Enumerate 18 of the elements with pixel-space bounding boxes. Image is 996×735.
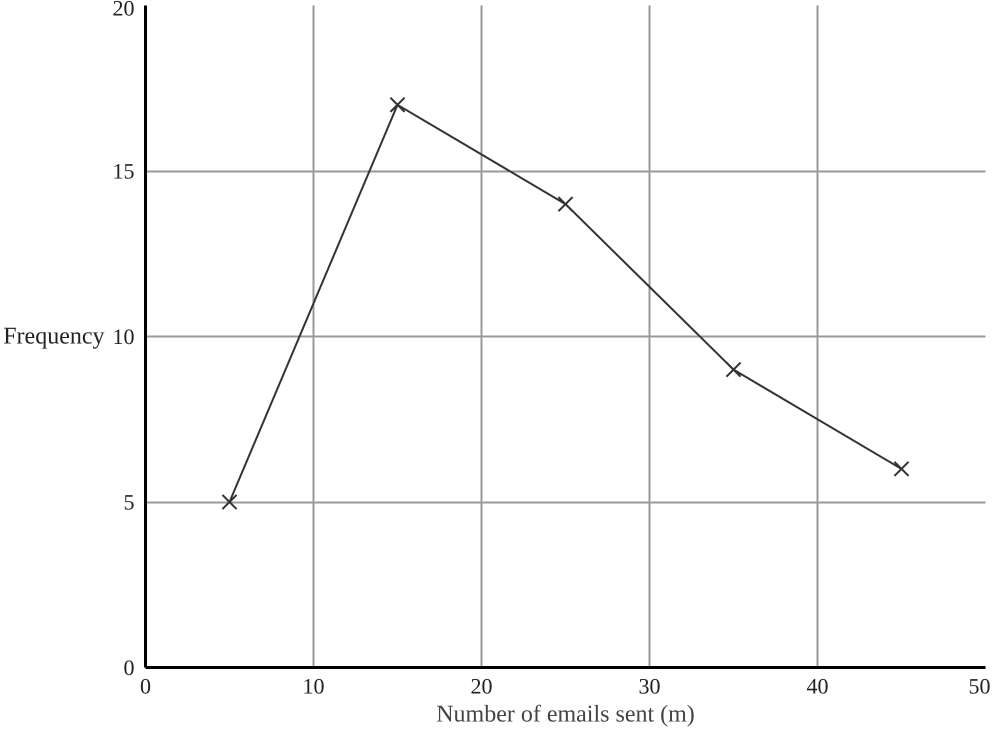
x-tick-label: 40 <box>806 674 828 698</box>
y-tick-label: 20 <box>112 0 134 20</box>
x-tick-label: 50 <box>968 674 990 698</box>
point <box>893 460 910 477</box>
point <box>389 96 406 113</box>
x-tick-label: 20 <box>470 674 492 698</box>
y-tick-label: 10 <box>112 324 134 349</box>
point <box>221 494 238 510</box>
point <box>725 362 742 378</box>
y-tick-label: 0 <box>124 655 134 680</box>
point <box>557 196 574 212</box>
x-axis-title: Number of emails sent (m) <box>436 702 695 728</box>
y-axis-title: Frequency <box>3 324 104 350</box>
y-tick-label: 5 <box>124 490 134 514</box>
x-tick-label: 10 <box>302 674 324 698</box>
x-tick-label: 0 <box>140 674 151 698</box>
y-tick-label: 15 <box>112 158 134 184</box>
x-tick-label: 30 <box>638 674 660 698</box>
